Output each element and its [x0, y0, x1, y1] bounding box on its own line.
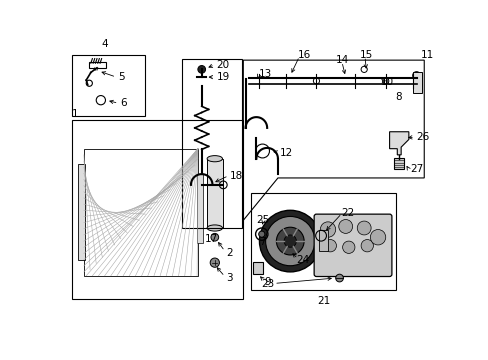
Bar [71, 120, 242, 299]
Bar [393, 158, 404, 169]
Text: 20: 20 [216, 60, 229, 70]
Text: 5: 5 [118, 72, 124, 82]
Text: 10: 10 [380, 77, 393, 87]
Text: 17: 17 [204, 234, 218, 244]
Bar [182, 59, 241, 228]
Text: 3: 3 [226, 273, 232, 283]
Circle shape [259, 210, 321, 272]
Circle shape [320, 222, 335, 237]
Text: 24: 24 [296, 255, 309, 265]
Bar [89, 62, 106, 68]
Text: 8: 8 [394, 92, 401, 102]
Text: 2: 2 [226, 248, 232, 258]
Polygon shape [389, 132, 408, 155]
Text: 14: 14 [335, 55, 348, 65]
Bar [412, 72, 421, 93]
Circle shape [357, 221, 370, 235]
Text: 9: 9 [264, 277, 270, 287]
Ellipse shape [207, 225, 222, 231]
Text: 4: 4 [101, 39, 108, 49]
Bar [252, 262, 263, 274]
Circle shape [369, 230, 385, 245]
Text: 18: 18 [230, 171, 243, 181]
Text: 27: 27 [409, 165, 423, 175]
Text: 7: 7 [259, 237, 265, 247]
Circle shape [338, 220, 352, 233]
Circle shape [360, 239, 373, 252]
Circle shape [324, 239, 336, 252]
Text: 21: 21 [316, 296, 329, 306]
Bar [84, 149, 198, 276]
Circle shape [210, 258, 219, 267]
Circle shape [265, 216, 314, 266]
Text: 25: 25 [256, 215, 269, 225]
Text: 13: 13 [258, 69, 271, 79]
Bar [71, 55, 144, 116]
Circle shape [342, 241, 354, 253]
Bar [78, 164, 85, 260]
Text: 23: 23 [261, 279, 274, 289]
Ellipse shape [207, 156, 222, 162]
Text: 26: 26 [416, 132, 429, 142]
Bar [207, 159, 222, 228]
Text: 19: 19 [216, 72, 229, 82]
Text: 6: 6 [120, 98, 126, 108]
Text: 11: 11 [420, 50, 433, 60]
Circle shape [198, 66, 205, 73]
Bar [197, 174, 203, 243]
Bar [250, 193, 395, 289]
Bar [318, 230, 327, 251]
Text: 22: 22 [341, 208, 354, 217]
Text: 15: 15 [359, 50, 372, 60]
Circle shape [210, 233, 218, 241]
Text: 12: 12 [279, 148, 292, 158]
Text: 1: 1 [71, 109, 78, 119]
Circle shape [276, 227, 304, 255]
Text: 16: 16 [297, 50, 310, 60]
Circle shape [258, 231, 264, 237]
Circle shape [284, 235, 296, 247]
FancyBboxPatch shape [313, 214, 391, 276]
Circle shape [335, 274, 343, 282]
